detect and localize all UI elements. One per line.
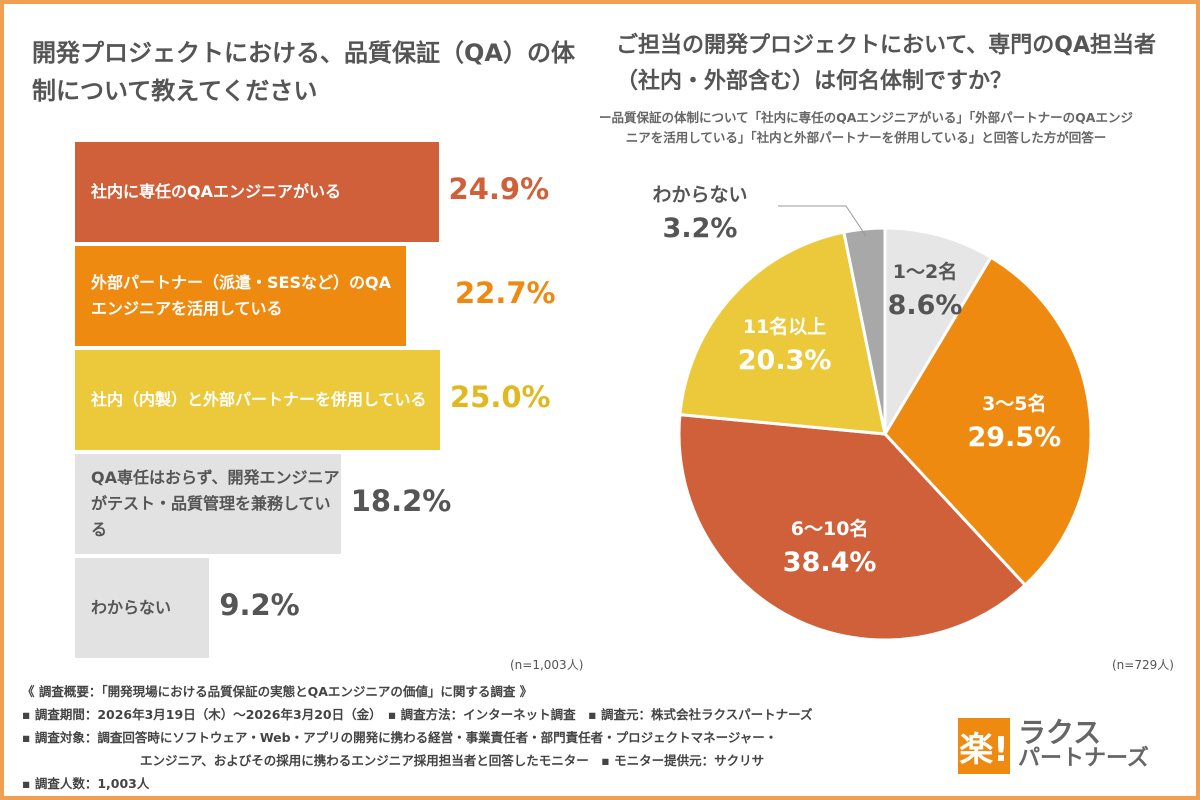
bar-value-label: 22.7%	[455, 276, 556, 310]
logo-subtext: パートナーズ	[1018, 746, 1149, 771]
survey-period: ▪ 調査期間：2026年3月19日（木）〜2026年3月20日（金） ▪ 調査方…	[22, 707, 813, 722]
bar-0: 社内に専任のQAエンジニアがいる	[75, 142, 439, 242]
pie-chart-title: ご担当の開発プロジェクトにおいて、専門のQA担当者（社内・外部含む）は何名体制で…	[616, 33, 1156, 94]
leader-line	[778, 205, 867, 237]
pie-category: 3〜5名	[982, 392, 1047, 415]
bar-3: QA専任はおらず、開発エンジニアがテスト・品質管理を兼務している	[75, 454, 341, 554]
survey-count: ▪ 調査人数：1,003人	[22, 776, 150, 791]
bar-2: 社内（内製）と外部パートナーを併用している	[75, 350, 440, 450]
bar-chart-title: 開発プロジェクトにおける、品質保証（QA）の体制について教えてください	[32, 39, 575, 105]
pie-slice-3	[678, 230, 887, 436]
pie-chart-subtitle: ー品質保証の体制について「社内に専任のQAエンジニアがいる」「外部パートナーのQ…	[599, 110, 1133, 145]
bar-label: 社内（内製）と外部パートナーを併用している	[91, 390, 427, 409]
pie-value: 8.6%	[887, 290, 963, 322]
bar-label: 外部パートナー（派遣・SESなど）のQAエンジニアを活用している	[91, 273, 391, 318]
logo-text: ラクス	[1018, 716, 1102, 749]
pie-value: 38.4%	[782, 547, 877, 579]
company-logo: 楽! ラクス パートナーズ	[958, 718, 1149, 774]
pie-category: わからない	[652, 184, 748, 206]
survey-target: ▪ 調査対象：調査回答時にソフトウェア・Web・アプリの開発に携わる経営・事業責…	[22, 730, 778, 745]
pie-slice-1	[883, 255, 1093, 588]
bar-4: わからない	[75, 558, 210, 658]
pie-label: 6〜10名 38.4%	[783, 512, 877, 580]
pie-category: 6〜10名	[790, 518, 869, 541]
pie-slice-4	[842, 226, 887, 435]
bar-sample-size: (n=1,003人)	[510, 658, 584, 672]
pie-label: 1〜2名 8.6%	[888, 255, 963, 323]
pie-label: 3〜5名 29.5%	[967, 387, 1061, 455]
pie-category: 1〜2名	[892, 261, 958, 284]
logo-mark: 楽!	[958, 718, 1010, 774]
bar-label: 社内に専任のQAエンジニアがいる	[91, 182, 341, 201]
bar-label: わからない	[91, 598, 172, 617]
pie-slice-0	[883, 226, 994, 440]
pie-slice-2	[677, 412, 1028, 642]
pie-value: 29.5%	[967, 421, 1062, 453]
survey-footer: 《 調査概要：「開発現場における品質保証の実態とQAエンジニアの価値」に関する調…	[22, 680, 813, 795]
pie-category: 11名以上	[742, 315, 827, 338]
pie-sample-size: (n=729人)	[1112, 658, 1174, 672]
bar-value-label: 9.2%	[219, 588, 300, 622]
bar-value-label: 25.0%	[450, 380, 551, 414]
bar-label: QA専任はおらず、開発エンジニアがテスト・品質管理を兼務している	[91, 468, 340, 539]
pie-value: 20.3%	[737, 344, 832, 376]
pie-value: 3.2%	[662, 213, 738, 244]
survey-overview: 《 調査概要：「開発現場における品質保証の実態とQAエンジニアの価値」に関する調…	[22, 684, 533, 699]
pie-label: わからない 3.2%	[652, 178, 747, 246]
bar-value-label: 24.9%	[448, 172, 550, 206]
bar-1: 外部パートナー（派遣・SESなど）のQAエンジニアを活用している	[75, 246, 407, 346]
survey-target-cont: エンジニア、およびその採用に携わるエンジニア採用担当者と回答したモニター ▪ モ…	[140, 753, 765, 768]
pie-label: 11名以上 20.3%	[738, 310, 832, 378]
bar-value-label: 18.2%	[350, 484, 452, 518]
